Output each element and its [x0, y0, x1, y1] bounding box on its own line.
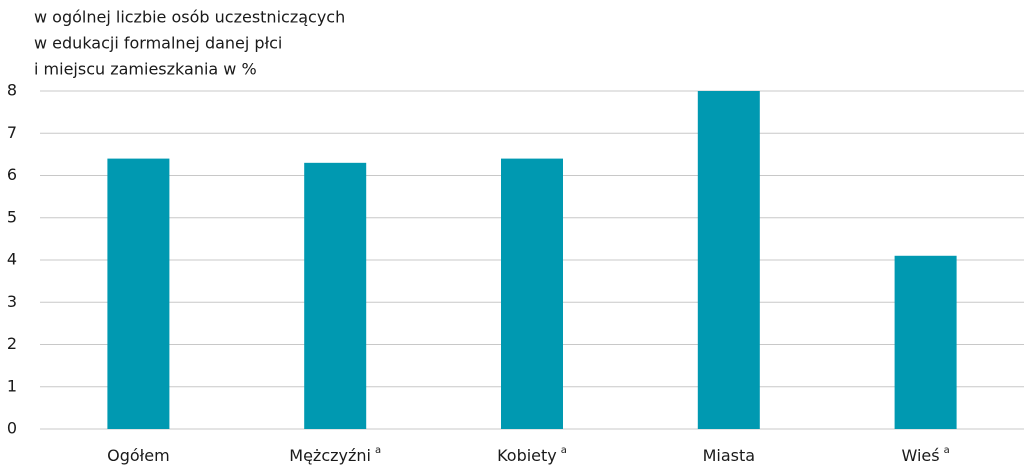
y-tick-label: 3	[7, 292, 17, 311]
category-name: Kobiety	[497, 446, 557, 465]
category-name: Miasta	[703, 446, 755, 465]
y-tick-label: 1	[7, 376, 17, 395]
y-tick-label: 8	[7, 81, 17, 100]
y-axis-label: w ogólnej liczbie osób uczestniczących	[34, 8, 345, 27]
bar	[107, 158, 170, 429]
x-tick-label: Mężczyźni a	[289, 445, 381, 465]
y-tick-label: 4	[7, 250, 17, 269]
bar	[304, 162, 367, 429]
category-name: Ogółem	[107, 446, 170, 465]
x-tick-label: Miasta	[703, 446, 755, 465]
bar	[697, 91, 760, 429]
y-tick-label: 0	[7, 419, 17, 438]
category-name: Mężczyźni	[289, 446, 371, 465]
category-note: a	[561, 445, 567, 456]
y-tick-label: 5	[7, 207, 17, 226]
x-tick-label: Wieś a	[901, 445, 949, 465]
y-axis-label: i miejscu zamieszkania w %	[34, 60, 257, 79]
category-note: a	[944, 445, 950, 456]
y-axis-label: w edukacji formalnej danej płci	[34, 34, 282, 53]
category-note: a	[375, 445, 381, 456]
bar	[501, 158, 563, 429]
y-tick-label: 2	[7, 334, 17, 353]
bar	[894, 255, 957, 429]
x-tick-label: Ogółem	[107, 446, 170, 465]
category-name: Wieś	[901, 446, 939, 465]
x-tick-label: Kobiety a	[497, 445, 567, 465]
y-tick-label: 7	[7, 123, 17, 142]
y-tick-label: 6	[7, 165, 17, 184]
